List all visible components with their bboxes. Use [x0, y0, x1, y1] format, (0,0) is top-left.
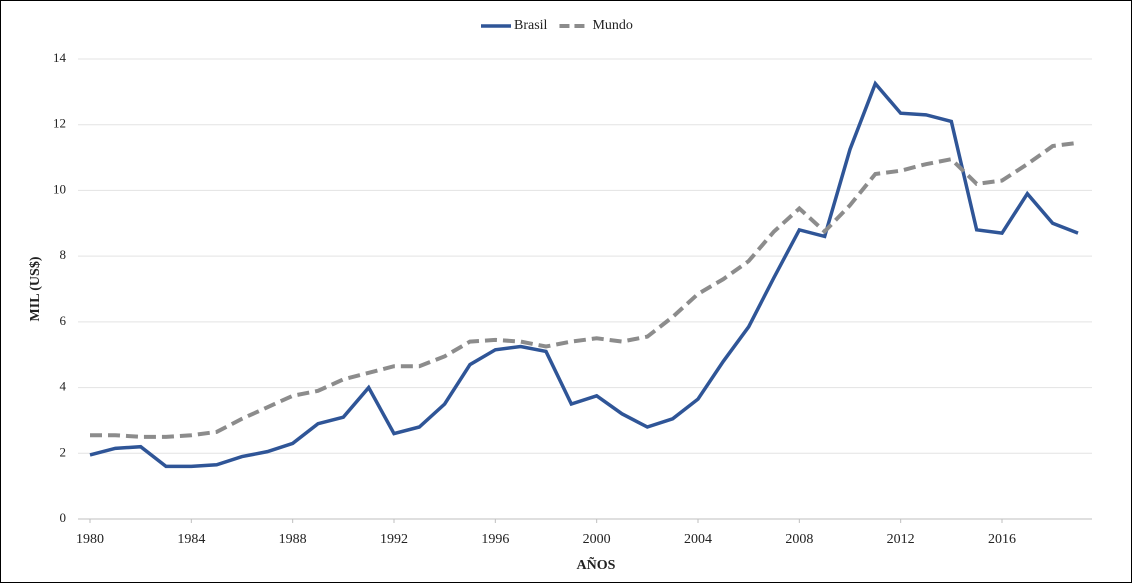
y-tick-label: 4	[60, 379, 67, 394]
legend-label: Brasil	[514, 18, 548, 33]
x-tick-label: 2008	[785, 532, 813, 547]
y-tick-label: 6	[60, 313, 67, 328]
x-tick-label: 2016	[988, 532, 1016, 547]
y-tick-label: 0	[60, 510, 67, 525]
y-tick-label: 8	[60, 247, 67, 262]
x-tick-label: 1980	[76, 532, 104, 547]
x-tick-label: 2000	[583, 532, 611, 547]
legend-label: Mundo	[592, 18, 632, 33]
x-tick-label: 2012	[887, 532, 915, 547]
y-tick-label: 2	[60, 444, 67, 459]
line-series	[89, 80, 1079, 469]
x-tick-label: 2004	[684, 532, 712, 547]
x-tick-label: 1992	[380, 532, 408, 547]
y-tick-label: 10	[53, 181, 66, 196]
y-axis-label: MIL (US$)	[28, 256, 43, 321]
y-tick-label: 14	[53, 50, 67, 65]
line-series	[90, 140, 1079, 439]
y-tick-label: 12	[53, 116, 66, 131]
x-axis-label: AÑOS	[577, 555, 616, 573]
x-tick-label: 1984	[177, 532, 205, 547]
x-tick-label: 1996	[481, 532, 509, 547]
x-tick-label: 1988	[279, 532, 307, 547]
